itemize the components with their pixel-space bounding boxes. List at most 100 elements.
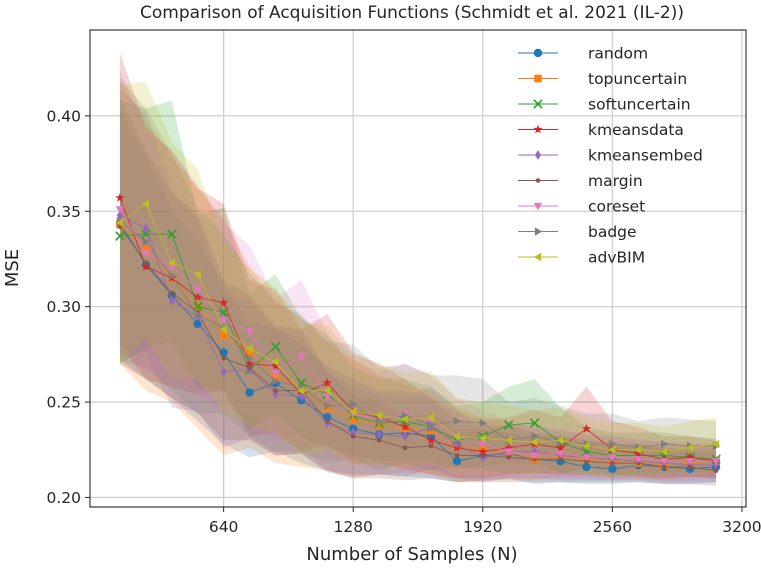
point-kmeansdata [633, 448, 643, 458]
plot-background [90, 30, 746, 507]
point-kmeansdata [115, 193, 125, 202]
line-softuncertain [119, 233, 717, 460]
series-coreset [115, 206, 721, 466]
point-kmeansembed [402, 431, 409, 442]
band-advBIM [119, 81, 717, 477]
point-kmeansdata [581, 423, 592, 433]
point-softuncertain [503, 420, 514, 430]
point-advBIM [297, 386, 305, 395]
point-margin [506, 455, 512, 460]
line-kmeansdata [119, 197, 717, 462]
legend-item-badge: badge [518, 223, 637, 241]
point-kmeansdata [478, 446, 488, 456]
point-margin [350, 434, 356, 439]
point-margin [247, 365, 252, 371]
point-coreset [711, 458, 721, 466]
point-advBIM [426, 413, 435, 422]
point-kmeansdata [270, 360, 281, 370]
legend-label: coreset [588, 198, 645, 216]
point-softuncertain [115, 231, 125, 241]
point-advBIM [271, 357, 279, 367]
point-advBIM [530, 437, 538, 447]
point-margin [480, 453, 486, 458]
point-coreset [504, 448, 513, 456]
legend-marker [533, 48, 543, 58]
point-advBIM [245, 344, 253, 353]
point-topuncertain [219, 331, 228, 340]
band-coreset [119, 70, 717, 481]
point-advBIM [556, 436, 564, 445]
point-badge [453, 416, 462, 426]
legend-item-kmeansembed: kmeansembed [518, 147, 703, 165]
chart-title: Comparison of Acquisition Functions (Sch… [140, 3, 684, 23]
point-coreset [219, 316, 228, 325]
point-coreset [115, 206, 125, 214]
band-kmeansembed [119, 89, 717, 483]
y-tick-label: 0.35 [46, 203, 81, 221]
legend-item-coreset: coreset [518, 198, 645, 216]
point-random [245, 388, 254, 397]
legend: random topuncertain softuncertain kmeansdat… [518, 45, 703, 267]
plot-area [89, 29, 747, 508]
point-margin [687, 464, 693, 470]
point-kmeansdata [193, 292, 203, 302]
legend-label: kmeansembed [588, 147, 703, 165]
series-advBIM [115, 199, 720, 456]
point-badge [427, 420, 436, 430]
legend-label: advBIM [588, 249, 645, 267]
point-margin [273, 388, 278, 393]
line-coreset [119, 209, 717, 462]
point-coreset [608, 454, 617, 462]
point-margin [713, 468, 719, 474]
point-topuncertain [349, 415, 357, 424]
point-coreset [582, 454, 591, 462]
point-kmeansembed [298, 391, 305, 402]
point-advBIM [478, 434, 486, 443]
point-coreset [634, 456, 643, 464]
point-advBIM [452, 432, 461, 441]
band-topuncertain [119, 81, 717, 483]
legend-marker [535, 178, 541, 183]
point-coreset [297, 353, 306, 361]
point-coreset [660, 458, 669, 466]
point-coreset [556, 450, 565, 458]
point-kmeansdata [685, 452, 695, 462]
legend-item-topuncertain: topuncertain [518, 70, 687, 88]
x-tick-label: 640 [209, 518, 239, 536]
legend-label: topuncertain [588, 70, 687, 88]
point-advBIM [504, 436, 512, 445]
point-badge [531, 432, 539, 441]
point-advBIM [582, 441, 590, 451]
point-advBIM [634, 445, 642, 454]
point-kmeansdata [400, 422, 410, 431]
legend-marker [534, 227, 543, 236]
legend-label: badge [588, 223, 637, 241]
point-advBIM [219, 325, 227, 334]
point-random [452, 457, 462, 466]
point-kmeansembed [142, 223, 149, 234]
line-topuncertain [119, 224, 717, 466]
point-coreset [530, 452, 539, 460]
legend-item-softuncertain: softuncertain [518, 96, 691, 114]
point-advBIM [660, 447, 668, 456]
point-margin [324, 418, 330, 424]
point-margin [376, 437, 382, 443]
point-random [582, 462, 591, 472]
point-margin [558, 456, 563, 462]
line-advBIM [119, 202, 717, 453]
point-advBIM [167, 258, 175, 267]
point-kmeansdata [555, 443, 566, 452]
x-tick-label: 1280 [333, 518, 372, 536]
point-coreset [193, 286, 202, 294]
point-margin [221, 355, 226, 361]
point-advBIM [115, 218, 124, 227]
line-random [119, 222, 717, 470]
y-axis-label: MSE [2, 249, 23, 287]
point-badge [168, 271, 176, 281]
point-badge [375, 416, 384, 426]
point-softuncertain [529, 418, 540, 428]
point-advBIM [141, 199, 150, 208]
point-kmeansembed [168, 296, 175, 306]
x-axis-label: Number of Samples (N) [306, 544, 517, 565]
